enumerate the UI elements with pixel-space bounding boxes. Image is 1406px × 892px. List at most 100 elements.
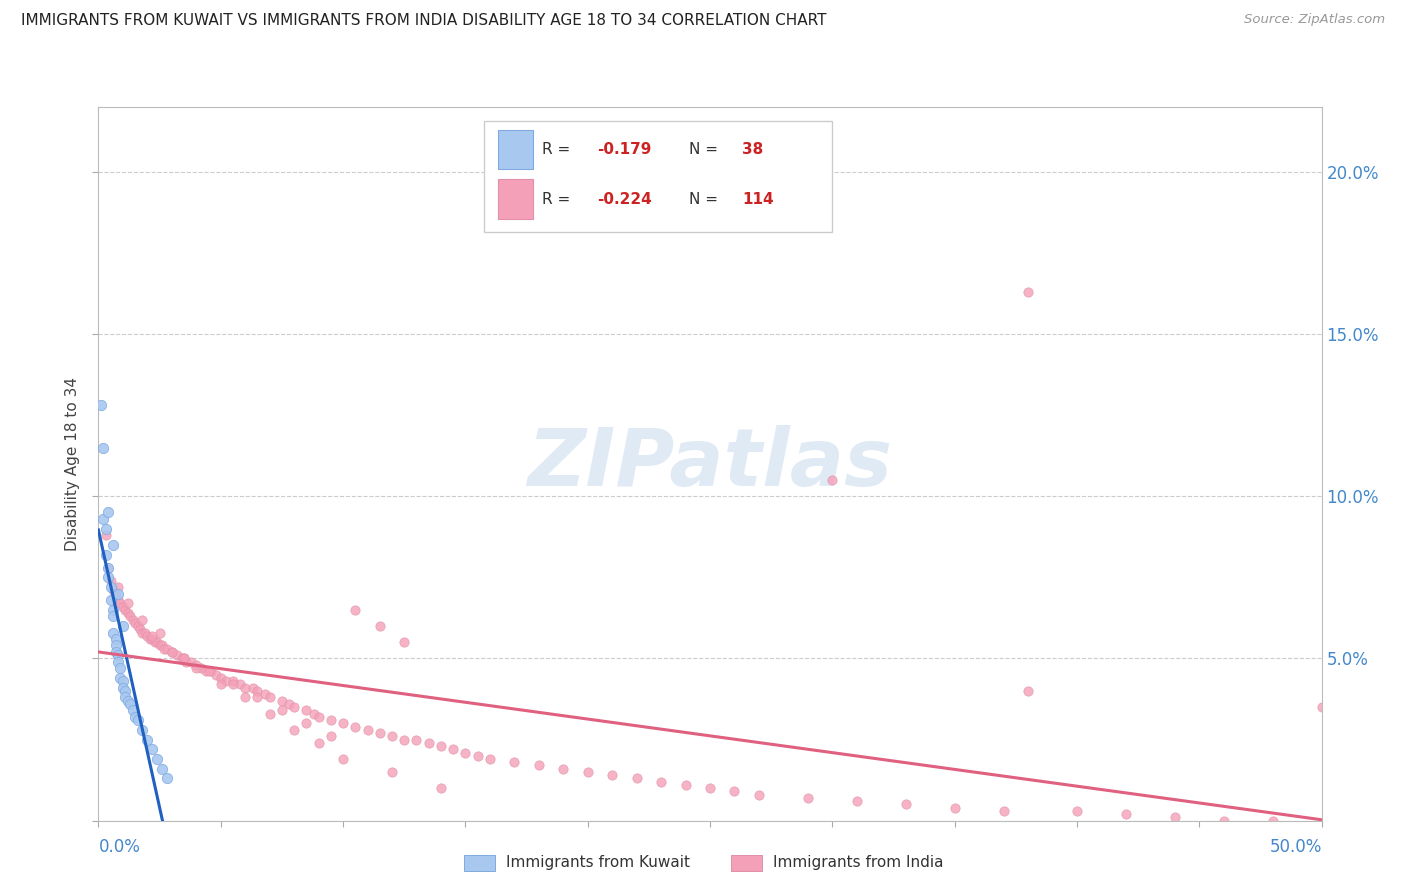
Point	[344, 720, 367, 734]
Point	[101, 609, 124, 624]
Text: R =: R =	[543, 192, 575, 207]
Point	[748, 788, 770, 802]
FancyBboxPatch shape	[484, 121, 832, 232]
Point	[527, 758, 550, 772]
Point	[278, 697, 301, 711]
Text: N =: N =	[689, 192, 723, 207]
Point	[114, 690, 136, 705]
Text: -0.179: -0.179	[598, 142, 652, 157]
Point	[209, 677, 232, 691]
Point	[107, 586, 129, 600]
Point	[136, 732, 159, 747]
Point	[136, 629, 159, 643]
Point	[170, 651, 193, 665]
Point	[124, 615, 146, 630]
Point	[894, 797, 917, 812]
Point	[943, 800, 966, 814]
Text: 50.0%: 50.0%	[1270, 838, 1322, 856]
Point	[111, 674, 134, 689]
Point	[156, 641, 179, 656]
Point	[332, 716, 354, 731]
Point	[626, 772, 648, 786]
Point	[150, 762, 173, 776]
Point	[90, 399, 112, 413]
Point	[295, 703, 318, 717]
Point	[246, 690, 269, 705]
Point	[454, 746, 477, 760]
Point	[141, 629, 163, 643]
Point	[233, 681, 256, 695]
Point	[149, 639, 172, 653]
Point	[166, 648, 188, 663]
Point	[156, 772, 179, 786]
Point	[160, 645, 183, 659]
Text: 0.0%: 0.0%	[98, 838, 141, 856]
Text: Immigrants from India: Immigrants from India	[773, 855, 943, 870]
Point	[100, 574, 122, 588]
Point	[134, 625, 156, 640]
Point	[270, 703, 294, 717]
Point	[441, 742, 464, 756]
Point	[141, 632, 163, 646]
Point	[186, 661, 208, 675]
Point	[131, 625, 153, 640]
Point	[1164, 810, 1187, 824]
Point	[91, 512, 114, 526]
Point	[197, 665, 219, 679]
Point	[418, 736, 440, 750]
Point	[253, 687, 276, 701]
Point	[246, 684, 269, 698]
Point	[259, 690, 281, 705]
Point	[368, 619, 391, 633]
Point	[127, 713, 149, 727]
Point	[308, 710, 330, 724]
Point	[190, 661, 212, 675]
Point	[121, 613, 143, 627]
Point	[821, 473, 844, 487]
Point	[214, 674, 236, 689]
Point	[405, 732, 427, 747]
Text: Immigrants from Kuwait: Immigrants from Kuwait	[506, 855, 690, 870]
Point	[129, 622, 152, 636]
Point	[319, 729, 342, 743]
Point	[302, 706, 325, 721]
Text: -0.224: -0.224	[598, 192, 652, 207]
Point	[127, 619, 149, 633]
Point	[845, 794, 868, 808]
Point	[1017, 684, 1039, 698]
Point	[143, 635, 166, 649]
Point	[101, 583, 124, 598]
Point	[111, 599, 134, 614]
Point	[478, 752, 501, 766]
Text: N =: N =	[689, 142, 723, 157]
Text: Source: ZipAtlas.com: Source: ZipAtlas.com	[1244, 13, 1385, 27]
Point	[107, 580, 129, 594]
Point	[94, 528, 117, 542]
Point	[173, 651, 195, 665]
Point	[1310, 700, 1333, 714]
Bar	[498, 129, 533, 169]
Point	[195, 665, 218, 679]
Point	[319, 713, 342, 727]
Point	[104, 586, 127, 600]
Point	[186, 657, 208, 672]
Point	[101, 538, 124, 552]
Point	[100, 580, 122, 594]
Point	[467, 748, 489, 763]
Point	[117, 596, 139, 610]
Point	[139, 632, 162, 646]
Point	[233, 690, 256, 705]
Point	[104, 645, 127, 659]
Point	[91, 441, 114, 455]
Point	[153, 641, 176, 656]
Point	[368, 726, 391, 740]
Point	[600, 768, 623, 782]
Point	[222, 674, 245, 689]
Point	[94, 522, 117, 536]
Point	[222, 677, 245, 691]
Point	[131, 613, 153, 627]
Point	[120, 697, 142, 711]
Point	[110, 596, 132, 610]
Point	[176, 655, 198, 669]
Text: ZIPatlas: ZIPatlas	[527, 425, 893, 503]
